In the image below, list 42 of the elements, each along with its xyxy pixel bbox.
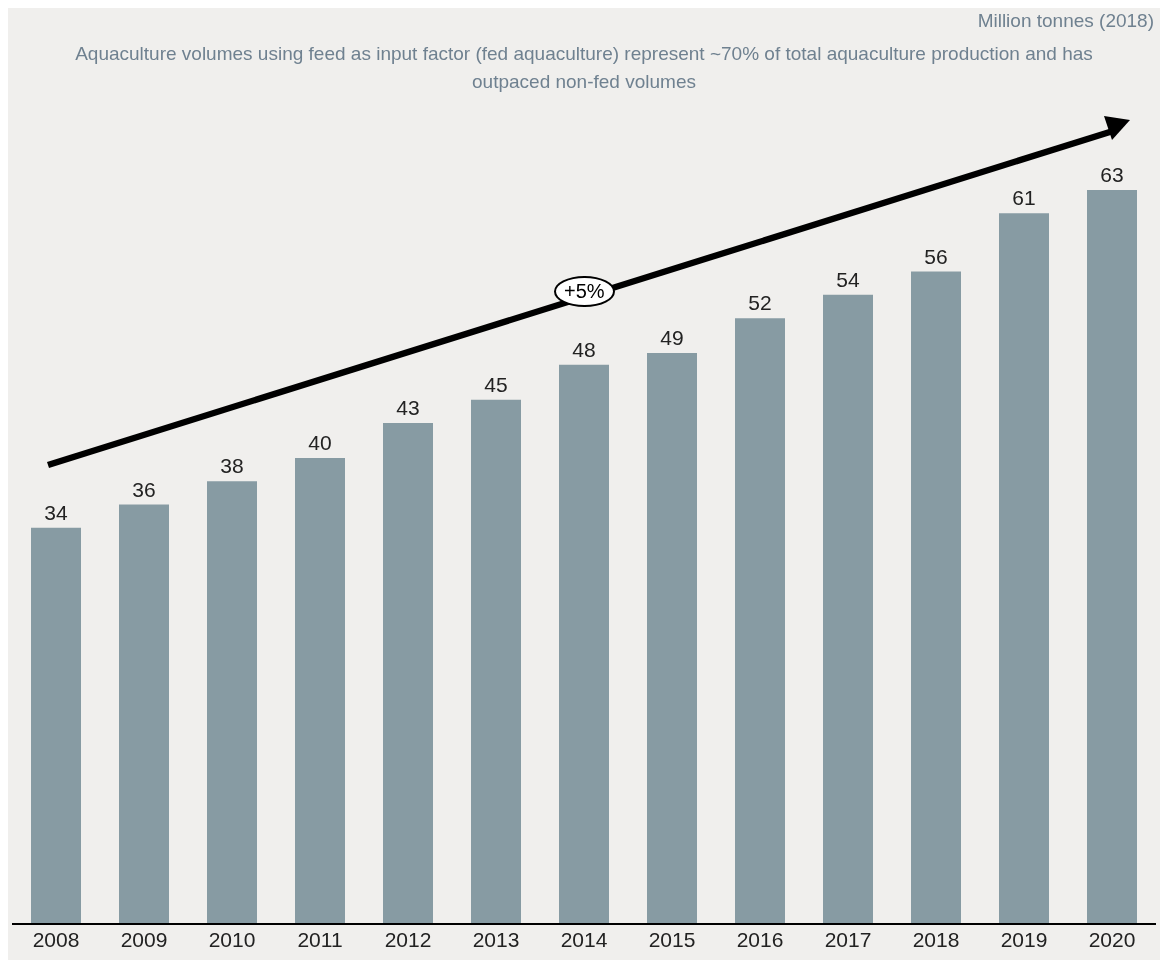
chart-title: Million tonnes (2018) <box>977 10 1154 32</box>
bar <box>295 457 345 924</box>
data-label: 63 <box>1100 163 1124 186</box>
data-label: 43 <box>396 396 420 420</box>
bar <box>911 271 961 924</box>
data-label: 52 <box>748 291 772 315</box>
data-label: 54 <box>836 267 860 291</box>
bar <box>735 318 785 924</box>
annotation: +5% <box>554 276 615 307</box>
chart-subtitle: Aquaculture volumes using feed as input factor (fed aquaculture) represent ~70% of total aquaculture production and has outpaced non-fed volumes <box>74 42 1094 94</box>
x-tick-label: 2012 <box>384 927 432 951</box>
x-tick-label: 2008 <box>32 927 80 951</box>
bar <box>1087 190 1137 924</box>
data-label: 40 <box>308 430 332 454</box>
bar <box>647 353 697 924</box>
data-label: 56 <box>924 244 948 268</box>
data-label: 34 <box>44 500 68 524</box>
data-label: 38 <box>220 454 244 478</box>
x-tick-label: 2018 <box>912 927 960 951</box>
data-label: 36 <box>132 477 156 501</box>
x-tick-label: 2009 <box>120 927 168 951</box>
bar <box>823 294 873 924</box>
x-tick-label: 2013 <box>472 927 520 951</box>
bar <box>999 213 1049 924</box>
x-tick-label: 2016 <box>736 927 784 951</box>
data-label: 61 <box>1012 186 1036 210</box>
x-tick-label: 2011 <box>297 927 343 951</box>
x-tick-label: 2010 <box>208 927 256 951</box>
bar <box>119 504 169 924</box>
bar <box>207 481 257 924</box>
bar <box>471 399 521 924</box>
bar <box>559 364 609 924</box>
x-tick-label: 2019 <box>1000 927 1048 951</box>
bar <box>31 527 81 924</box>
x-tick-label: 2017 <box>824 927 872 951</box>
x-tick-label: 2014 <box>560 927 608 951</box>
x-tick-label: 2020 <box>1088 927 1136 951</box>
x-tick-label: 2015 <box>648 927 696 951</box>
data-label: 49 <box>660 326 684 350</box>
bar <box>383 423 433 924</box>
data-label: 48 <box>572 337 596 361</box>
data-label: 45 <box>484 372 508 396</box>
